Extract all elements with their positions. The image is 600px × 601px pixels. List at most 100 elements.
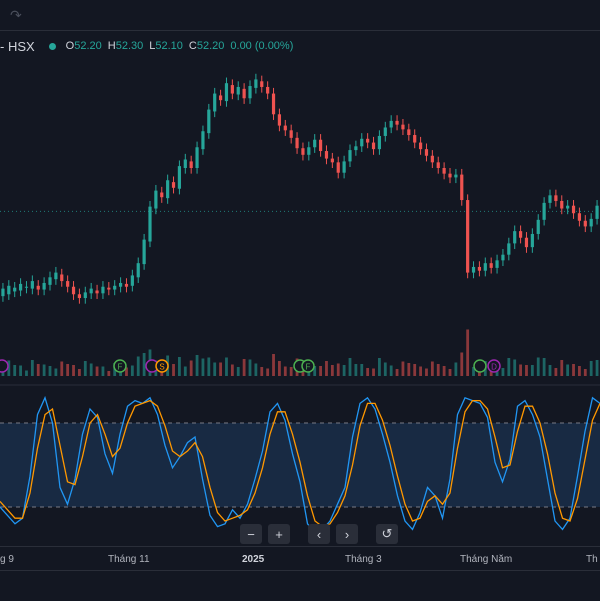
volume-bar <box>442 366 446 376</box>
candle-body <box>430 155 434 163</box>
volume-bar <box>401 361 405 376</box>
candle-body <box>207 109 211 134</box>
candle-body <box>224 83 229 102</box>
event-marker-icon <box>487 359 501 373</box>
volume-bar <box>513 359 517 376</box>
volume-bar <box>272 354 275 376</box>
scroll-right-button[interactable]: › <box>336 524 358 544</box>
volume-bar <box>13 365 17 376</box>
candle-body <box>554 195 558 201</box>
stochastic-pane[interactable] <box>0 395 600 533</box>
candle-body <box>477 266 482 271</box>
volume-bar <box>372 368 375 376</box>
x-tick-label: Tháng Năm <box>460 554 513 565</box>
candle-body <box>24 286 29 288</box>
candle-body <box>95 290 99 294</box>
candle-body <box>366 138 370 143</box>
x-tick-label: g 9 <box>0 554 14 565</box>
candle-body <box>507 243 511 255</box>
volume-bar <box>266 368 270 376</box>
candle-body <box>107 287 111 290</box>
volume-bar <box>201 358 205 376</box>
event-marker-label: D <box>491 363 497 372</box>
volume-bar <box>578 366 581 376</box>
candle-body <box>442 168 446 174</box>
low-value: 52.10 <box>155 40 183 52</box>
volume-bar <box>42 364 46 376</box>
volume-bar <box>101 366 105 376</box>
volume-bar <box>501 368 505 376</box>
close-key: C <box>188 40 197 52</box>
volume-bar <box>330 365 334 376</box>
candle-body <box>13 287 17 292</box>
volume-bar <box>536 357 540 376</box>
event-marker-label: F <box>306 363 311 372</box>
candle-body <box>542 202 546 220</box>
chart-navigation: − + ‹ › ↺ <box>240 524 398 544</box>
candle-body <box>377 135 382 150</box>
candle-body <box>560 200 564 209</box>
event-marker-icon <box>155 359 169 373</box>
volume-bar <box>554 368 558 376</box>
candle-body <box>183 159 187 168</box>
volume-bar <box>383 362 387 376</box>
volume-bar <box>72 365 75 376</box>
reset-chart-button[interactable]: ↺ <box>376 524 398 544</box>
candle-body <box>277 114 282 126</box>
open-value: 52.20 <box>74 40 102 52</box>
candle-body <box>401 124 405 130</box>
candle-body <box>148 206 152 242</box>
candle-body <box>313 139 317 148</box>
candle-body <box>160 192 164 198</box>
volume-bar <box>48 366 52 376</box>
volume-bar <box>583 369 587 376</box>
candle-body <box>118 282 123 287</box>
volume-bar <box>548 365 552 376</box>
x-tick-label: Th <box>586 554 598 565</box>
candle-body <box>42 282 46 290</box>
candle-body <box>395 120 399 125</box>
low-key: L <box>149 40 156 52</box>
zoom-in-button[interactable]: + <box>268 524 290 544</box>
volume-bar <box>378 358 381 376</box>
volume-bar <box>589 361 593 376</box>
open-key: O <box>65 40 75 52</box>
change-value: 0.00 (0.00%) <box>230 40 294 52</box>
ohlc-legend: - HSX O 52.20 H 52.30 L 52.10 C 52.20 0.… <box>0 38 299 54</box>
candle-body <box>383 127 387 136</box>
volume-bar <box>395 369 399 376</box>
candle-body <box>518 231 523 238</box>
candle-body <box>66 281 70 287</box>
scroll-left-button[interactable]: ‹ <box>308 524 330 544</box>
candle-body <box>530 233 534 248</box>
candle-body <box>330 158 334 163</box>
volume-bar <box>413 364 417 376</box>
volume-bar <box>572 364 575 376</box>
candle-body <box>7 285 11 295</box>
symbol-label[interactable]: - HSX <box>0 38 35 54</box>
top-toolbar: ↷ <box>0 0 600 31</box>
candle-body <box>413 135 417 143</box>
candle-body <box>460 174 464 201</box>
candle-body <box>595 205 599 219</box>
candle-body <box>271 93 276 115</box>
redo-arrow-icon[interactable]: ↷ <box>10 7 22 23</box>
volume-bar <box>254 363 258 376</box>
candle-body <box>242 88 246 99</box>
time-axis[interactable]: g 9 Tháng 11 2025 Tháng 3 Tháng Năm Th <box>0 546 600 571</box>
candle-body <box>289 130 293 138</box>
volume-bar <box>242 359 246 376</box>
candle-body <box>142 239 146 265</box>
price-pane[interactable] <box>0 73 600 304</box>
zoom-out-button[interactable]: − <box>240 524 262 544</box>
candle-body <box>77 294 82 299</box>
volume-bar <box>142 353 146 376</box>
candle-body <box>471 266 476 273</box>
volume-bar <box>95 366 99 376</box>
volume-bar <box>360 364 364 376</box>
candle-body <box>124 283 129 287</box>
volume-bar <box>560 360 564 376</box>
candle-body <box>154 190 158 209</box>
